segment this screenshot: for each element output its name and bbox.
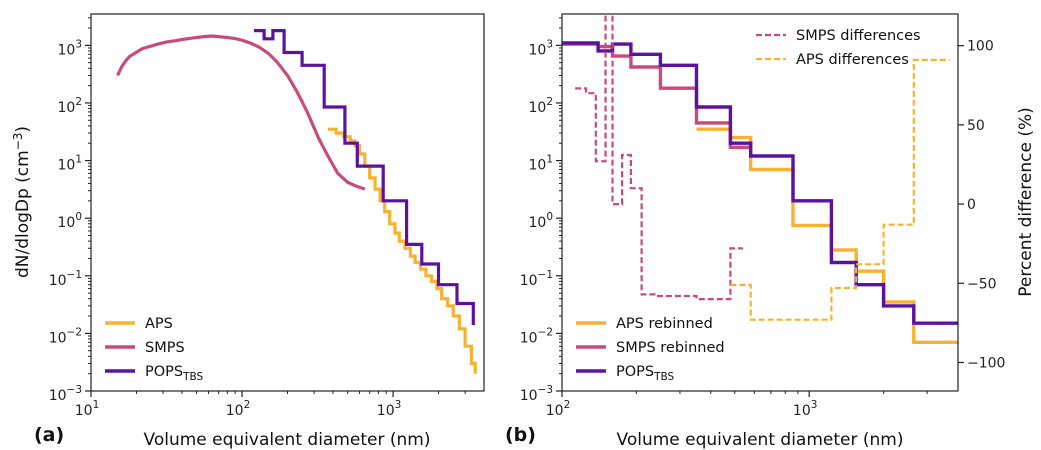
y-tick-label: 10−2	[49, 326, 82, 346]
x-tick-label: 101	[75, 399, 100, 419]
y2-tick-label: −100	[967, 355, 1005, 371]
y-tick-label: 100	[57, 211, 82, 231]
legend-entry: APS	[145, 316, 173, 332]
frame-a	[90, 13, 485, 392]
y-axis-label-a: dN/dlogDp (cm−3)	[11, 126, 33, 278]
y-tick-label: 10−3	[520, 384, 553, 404]
legend-entry: APS differences	[796, 52, 909, 68]
x-tick-label: 102	[226, 399, 251, 419]
y-tick-label: 101	[528, 154, 553, 174]
y2-tick-label: 50	[967, 118, 985, 134]
y-tick-label: 10−1	[520, 269, 553, 289]
series-group-b	[562, 14, 958, 344]
legend-a: APS SMPS POPSTBS	[105, 316, 204, 383]
series-smps	[116, 34, 366, 191]
y2-tick-label: −50	[967, 276, 997, 292]
panel-label-a: (a)	[34, 424, 64, 446]
x-tick-label: 102	[546, 399, 571, 419]
series-group-a	[116, 29, 477, 374]
legend-entry: SMPS differences	[796, 28, 921, 44]
legend-entry: SMPS rebinned	[616, 340, 725, 356]
y-tick-label: 102	[57, 96, 82, 116]
y-tick-label: 102	[528, 96, 553, 116]
x-axis-label-a: Volume equivalent diameter (nm)	[144, 430, 431, 450]
legend-entry: POPSTBS	[145, 364, 204, 383]
y-tick-label: 10−3	[49, 384, 82, 404]
plot-area-b	[562, 14, 958, 391]
panel-b: 102 103 10−3 10−2 10−1 100 101 102 103 100 50 0 −5…	[505, 13, 1036, 450]
series-smps-rebinned	[562, 42, 751, 149]
legend-entry: SMPS	[145, 340, 185, 356]
y2-axis-label-b: Percent difference (%)	[1016, 107, 1036, 297]
panel-label-b: (b)	[505, 424, 536, 446]
x-axis-label-b: Volume equivalent diameter (nm)	[617, 430, 904, 450]
y-tick-label: 103	[528, 38, 553, 58]
x-tick-label: 103	[793, 399, 818, 419]
legend-entry: APS rebinned	[616, 316, 713, 332]
series-pops	[562, 41, 958, 325]
x-tick-label: 103	[377, 399, 402, 419]
y-tick-label: 100	[528, 211, 553, 231]
series-pops	[254, 29, 475, 325]
y-tick-label: 10−2	[520, 326, 553, 346]
plot-area-a	[91, 14, 484, 391]
series-aps-differences	[730, 58, 950, 321]
legend-entry: POPSTBS	[616, 364, 675, 383]
y-ticks-b: 10−3 10−2 10−1 100 101 102 103	[520, 17, 562, 404]
x-ticks-a: 101 102 103	[75, 391, 466, 419]
y-tick-label: 101	[57, 154, 82, 174]
frame-b	[561, 13, 959, 392]
y2-ticks-b: 100 50 0 −50 −100	[958, 39, 1005, 371]
y2-tick-label: 0	[967, 197, 976, 213]
y-tick-label: 103	[57, 38, 82, 58]
panel-a: 101 102 103 10−3 10−2 10−1 100 101 102 103 APS SM…	[11, 13, 485, 450]
legend-lower-b: APS rebinned SMPS rebinned POPSTBS	[576, 316, 725, 383]
series-smps-differences	[575, 14, 743, 301]
x-ticks-b: 102 103	[546, 391, 928, 419]
legend-upper-b: SMPS differences APS differences	[756, 28, 921, 68]
y-ticks-a: 10−3 10−2 10−1 100 101 102 103	[49, 17, 91, 404]
y2-tick-label: 100	[967, 39, 994, 55]
y-tick-label: 10−1	[49, 269, 82, 289]
